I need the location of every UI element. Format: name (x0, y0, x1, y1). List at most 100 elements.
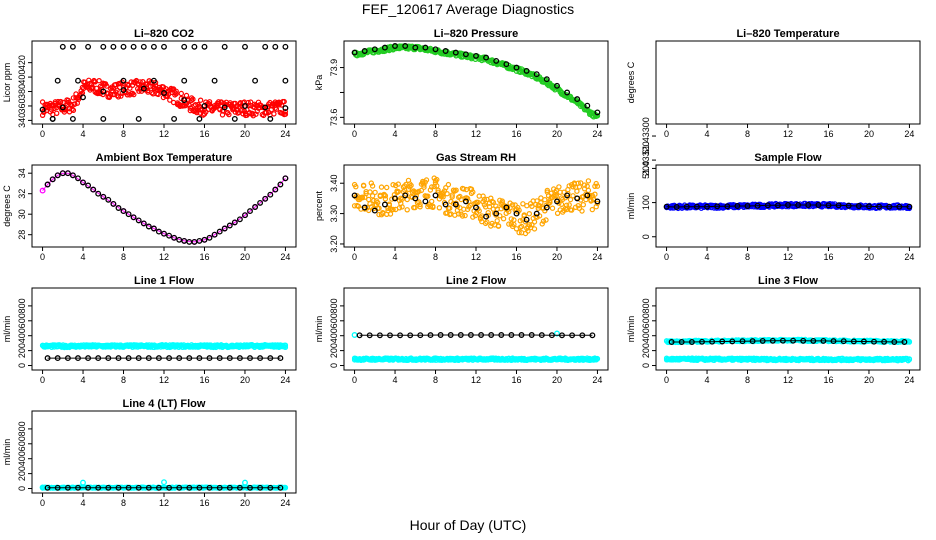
data-point-black (543, 76, 550, 83)
data-point-black (442, 48, 449, 54)
data-point-black (407, 332, 414, 339)
y-tick-label: 200 (641, 161, 651, 176)
data-point-black (397, 332, 404, 339)
data-point-cyan (351, 332, 358, 338)
x-tick-label: 16 (199, 252, 209, 262)
y-tick-label: 0 (329, 363, 339, 368)
data-point-orange (418, 187, 425, 194)
data-point-red (65, 97, 72, 104)
data-point-black (247, 355, 253, 362)
y-tick-label: 400 (641, 328, 651, 343)
x-tick-label: 20 (240, 375, 250, 385)
data-point-black (69, 172, 76, 179)
data-point-orange (472, 212, 479, 219)
data-point-black (483, 213, 490, 220)
data-point-black (402, 192, 409, 199)
data-point-black (155, 355, 162, 362)
x-tick-label: 24 (592, 129, 602, 139)
x-tick-label: 20 (552, 252, 562, 262)
data-point-black (584, 192, 591, 199)
x-tick-label: 16 (511, 129, 521, 139)
data-point-black (422, 198, 429, 205)
data-point-black (806, 134, 811, 139)
data-point-black (427, 332, 434, 339)
data-point-black (877, 134, 882, 139)
data-point-black (201, 236, 208, 243)
data-point-red (137, 79, 143, 85)
data-point-orange (542, 196, 548, 203)
data-point-black (39, 106, 46, 113)
data-point-black (836, 134, 841, 139)
data-point-black (754, 202, 761, 209)
x-tick-label: 4 (393, 252, 398, 262)
data-point-orange (558, 201, 565, 207)
data-point-black (663, 203, 670, 210)
data-point-black (815, 202, 822, 208)
data-point-black (688, 339, 695, 345)
data-point-black (257, 199, 264, 206)
data-point-orange (544, 187, 551, 194)
data-point-black (678, 339, 685, 345)
chart-line3_flow: Line 3 Flow ml/min 0 4 8 12 16 20 24 0 20040060080… (626, 275, 921, 385)
data-point-black (155, 484, 162, 491)
y-axis-label: ml/min (314, 316, 324, 343)
data-point-black (589, 332, 596, 339)
y-axis-label: kPa (314, 75, 324, 91)
data-point-orange (484, 219, 490, 225)
data-point-black (145, 484, 152, 491)
y-axis-label: degrees C (2, 185, 12, 227)
data-point-black (267, 191, 274, 198)
data-point-black (115, 355, 122, 362)
data-point-red (71, 101, 78, 107)
data-point-red (173, 88, 179, 95)
data-point-black (412, 44, 419, 51)
y-tick-label: 800 (17, 421, 27, 436)
data-point-magenta (745, 158, 750, 163)
data-point-black (845, 202, 852, 209)
x-tick-label: 20 (240, 498, 250, 508)
data-point-red (115, 94, 122, 100)
data-point-black (135, 115, 142, 122)
x-tick-label: 0 (352, 129, 357, 139)
data-point-black (412, 195, 419, 202)
data-point-orange (580, 201, 587, 208)
data-point-black (105, 355, 112, 362)
data-point-black (140, 43, 147, 50)
data-point-black (267, 115, 274, 122)
data-point-black (54, 484, 61, 491)
chart-line1_flow: Line 1 Flow ml/min 0 4 8 12 16 20 24 0 20040060080… (2, 275, 297, 385)
data-point-orange (427, 203, 434, 210)
x-tick-label: 24 (592, 252, 602, 262)
x-tick-label: 24 (280, 498, 290, 508)
data-point-orange (570, 193, 576, 199)
y-tick-label: 380 (17, 84, 27, 99)
x-tick-label: 0 (40, 375, 45, 385)
data-point-black (670, 158, 675, 163)
data-point-black (196, 355, 203, 362)
data-point-orange (539, 221, 545, 227)
data-point-black (437, 332, 444, 338)
data-point-black (769, 337, 776, 344)
data-point-black (351, 49, 358, 56)
data-point-black (110, 43, 117, 50)
data-point-black (729, 338, 736, 345)
data-point-black (755, 134, 760, 139)
data-point-orange (395, 181, 401, 187)
data-point-black (282, 105, 289, 112)
data-point-red (131, 91, 137, 98)
y-tick-label: 0 (641, 234, 651, 239)
y-tick-label: 360 (17, 98, 27, 113)
data-point-black (528, 332, 535, 338)
data-point-orange (486, 203, 493, 210)
data-point-black (125, 211, 132, 218)
data-point-black (543, 204, 550, 211)
data-point-black (825, 202, 832, 209)
data-point-orange (578, 180, 584, 186)
data-point-green (594, 112, 601, 119)
data-point-orange (574, 188, 580, 194)
data-point-orange (521, 212, 527, 218)
data-point-orange (371, 197, 377, 204)
data-point-black (171, 115, 178, 122)
x-tick-label: 12 (783, 252, 793, 262)
data-point-red (245, 102, 251, 109)
